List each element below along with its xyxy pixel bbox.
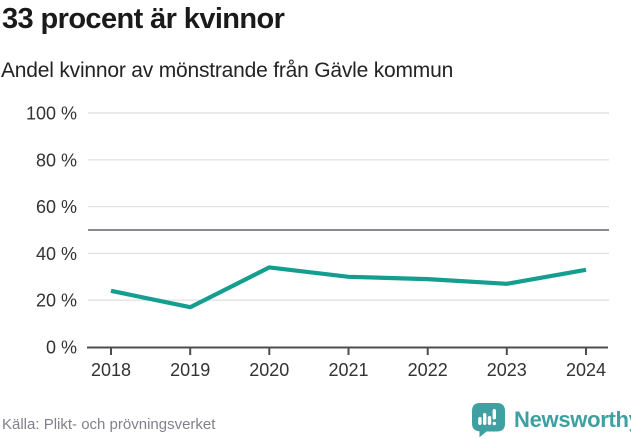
- source-note: Källa: Plikt- och prövningsverket: [2, 416, 216, 433]
- x-axis-tick-label: 2024: [566, 360, 606, 380]
- x-axis-tick-label: 2022: [408, 360, 448, 380]
- y-axis-tick-label: 80 %: [36, 150, 77, 170]
- newsworthy-wordmark: Newsworthy: [514, 407, 631, 432]
- newsworthy-logo: Newsworthy: [471, 402, 631, 438]
- y-axis-tick-label: 0 %: [46, 338, 77, 358]
- y-axis-tick-label: 20 %: [36, 291, 77, 311]
- x-axis-tick-label: 2021: [328, 360, 368, 380]
- x-axis-tick-label: 2023: [487, 360, 527, 380]
- chart-subtitle: Andel kvinnor av mönstrande från Gävle k…: [1, 59, 454, 82]
- x-axis-tick-label: 2018: [91, 360, 131, 380]
- newsworthy-bar-chart-bubble-icon: [471, 402, 506, 438]
- chart-title: 33 procent är kvinnor: [2, 3, 285, 35]
- data-line: [110, 265, 587, 310]
- y-axis-tick-label: 100 %: [26, 104, 77, 124]
- y-axis-tick-label: 40 %: [36, 244, 77, 264]
- x-axis-tick-label: 2019: [170, 360, 210, 380]
- y-axis-tick-label: 60 %: [36, 197, 77, 217]
- x-axis-tick-label: 2020: [249, 360, 289, 380]
